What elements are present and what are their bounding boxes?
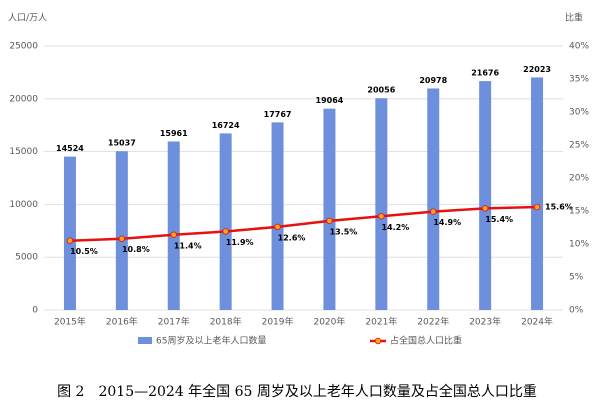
line-value-label: 15.6%	[545, 203, 573, 212]
line-value-label: 11.9%	[226, 238, 254, 247]
bar-value-label: 22023	[523, 65, 551, 74]
y-tick-label: 15000	[9, 147, 38, 157]
bar-value-label: 17767	[264, 110, 292, 119]
y-tick-label: 20000	[9, 94, 38, 104]
y2-tick-label: 5%	[569, 273, 584, 283]
line-value-label: 10.5%	[70, 247, 98, 256]
x-tick-label: 2021年	[365, 316, 397, 328]
line-value-label: 10.8%	[122, 245, 150, 254]
y2-tick-label: 15%	[569, 207, 589, 217]
line-value-label: 15.4%	[485, 215, 513, 224]
bar-value-label: 14524	[56, 144, 84, 153]
y2-tick-label: 30%	[569, 108, 589, 118]
marker	[274, 223, 281, 231]
bar	[219, 133, 232, 310]
y2-tick-label: 25%	[569, 141, 589, 151]
marker	[326, 217, 333, 225]
bar	[271, 122, 284, 310]
bar-value-label: 21676	[471, 69, 499, 78]
y2-tick-label: 35%	[569, 75, 589, 85]
legend-swatch	[138, 337, 152, 344]
y-tick-label: 5000	[15, 253, 38, 263]
line	[69, 205, 538, 242]
x-tick-label: 2022年	[417, 316, 449, 328]
x-tick-label: 2023年	[469, 316, 501, 328]
bar	[427, 88, 440, 310]
bar	[375, 98, 388, 310]
bar	[531, 77, 544, 310]
y-axis-label: 人口/万人	[8, 13, 47, 24]
bar	[479, 81, 492, 310]
y2-tick-label: 0%	[569, 306, 584, 316]
bar-value-label: 20056	[367, 86, 395, 95]
bar	[323, 108, 336, 310]
caption: 图 2 2015—2024 年全国 65 周岁及以上老年人口数量及占全国总人口比…	[57, 383, 537, 400]
y2-tick-label: 40%	[569, 42, 589, 52]
line-value-label: 12.6%	[278, 233, 306, 242]
x-tick-label: 2020年	[313, 316, 345, 328]
bar-value-label: 15037	[108, 139, 136, 148]
x-tick-label: 2016年	[106, 316, 138, 328]
y2-axis-label: 比重	[565, 12, 583, 24]
legend-marker	[374, 337, 382, 345]
bar	[115, 151, 128, 310]
marker	[170, 231, 177, 238]
marker	[533, 203, 541, 211]
legend-label: 65周岁及以上老年人口数量	[156, 335, 266, 347]
line-value-label: 13.5%	[330, 227, 358, 236]
marker	[66, 237, 74, 244]
x-tick-label: 2015年	[54, 316, 86, 328]
marker	[430, 208, 437, 215]
bar	[63, 156, 76, 310]
bar	[167, 141, 180, 310]
marker	[481, 205, 489, 212]
y-tick-label: 25000	[9, 42, 38, 52]
bar-value-label: 19064	[316, 96, 344, 105]
line-value-label: 14.9%	[433, 218, 461, 227]
y-tick-label: 10000	[9, 200, 38, 210]
x-tick-label: 2019年	[262, 316, 294, 328]
marker	[222, 228, 229, 235]
bar-value-label: 20978	[419, 76, 447, 85]
bar-value-label: 16724	[212, 121, 240, 130]
legend-label: 占全国总人口比重	[390, 335, 462, 347]
y2-tick-label: 10%	[569, 240, 589, 250]
y2-tick-label: 20%	[569, 174, 589, 184]
x-tick-label: 2024年	[521, 316, 553, 328]
x-tick-label: 2017年	[158, 316, 190, 328]
y-tick-label: 0	[32, 306, 38, 316]
marker	[118, 235, 126, 242]
x-tick-label: 2018年	[210, 316, 242, 328]
line-value-label: 14.2%	[381, 223, 409, 232]
line-value-label: 11.4%	[174, 241, 202, 250]
bar-value-label: 15961	[160, 129, 188, 138]
marker	[378, 213, 385, 220]
